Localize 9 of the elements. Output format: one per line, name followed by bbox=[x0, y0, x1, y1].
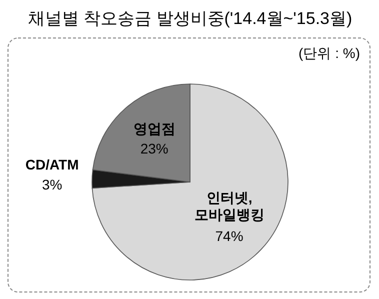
slice-label: 영업점 bbox=[133, 120, 176, 137]
slice-label: CD/ATM bbox=[25, 156, 79, 173]
text: (단위 : %) bbox=[298, 45, 360, 61]
data-label: 3% bbox=[42, 176, 62, 193]
data-label: 23% bbox=[140, 140, 168, 157]
data-label: 74% bbox=[215, 228, 244, 244]
chart-title: 채널별 착오송금 발생비중('14.4월~'15.3월) bbox=[28, 9, 352, 28]
slice-label: 인터넷, 모바일뱅킹 bbox=[194, 189, 264, 222]
pie-slice bbox=[92, 84, 288, 280]
